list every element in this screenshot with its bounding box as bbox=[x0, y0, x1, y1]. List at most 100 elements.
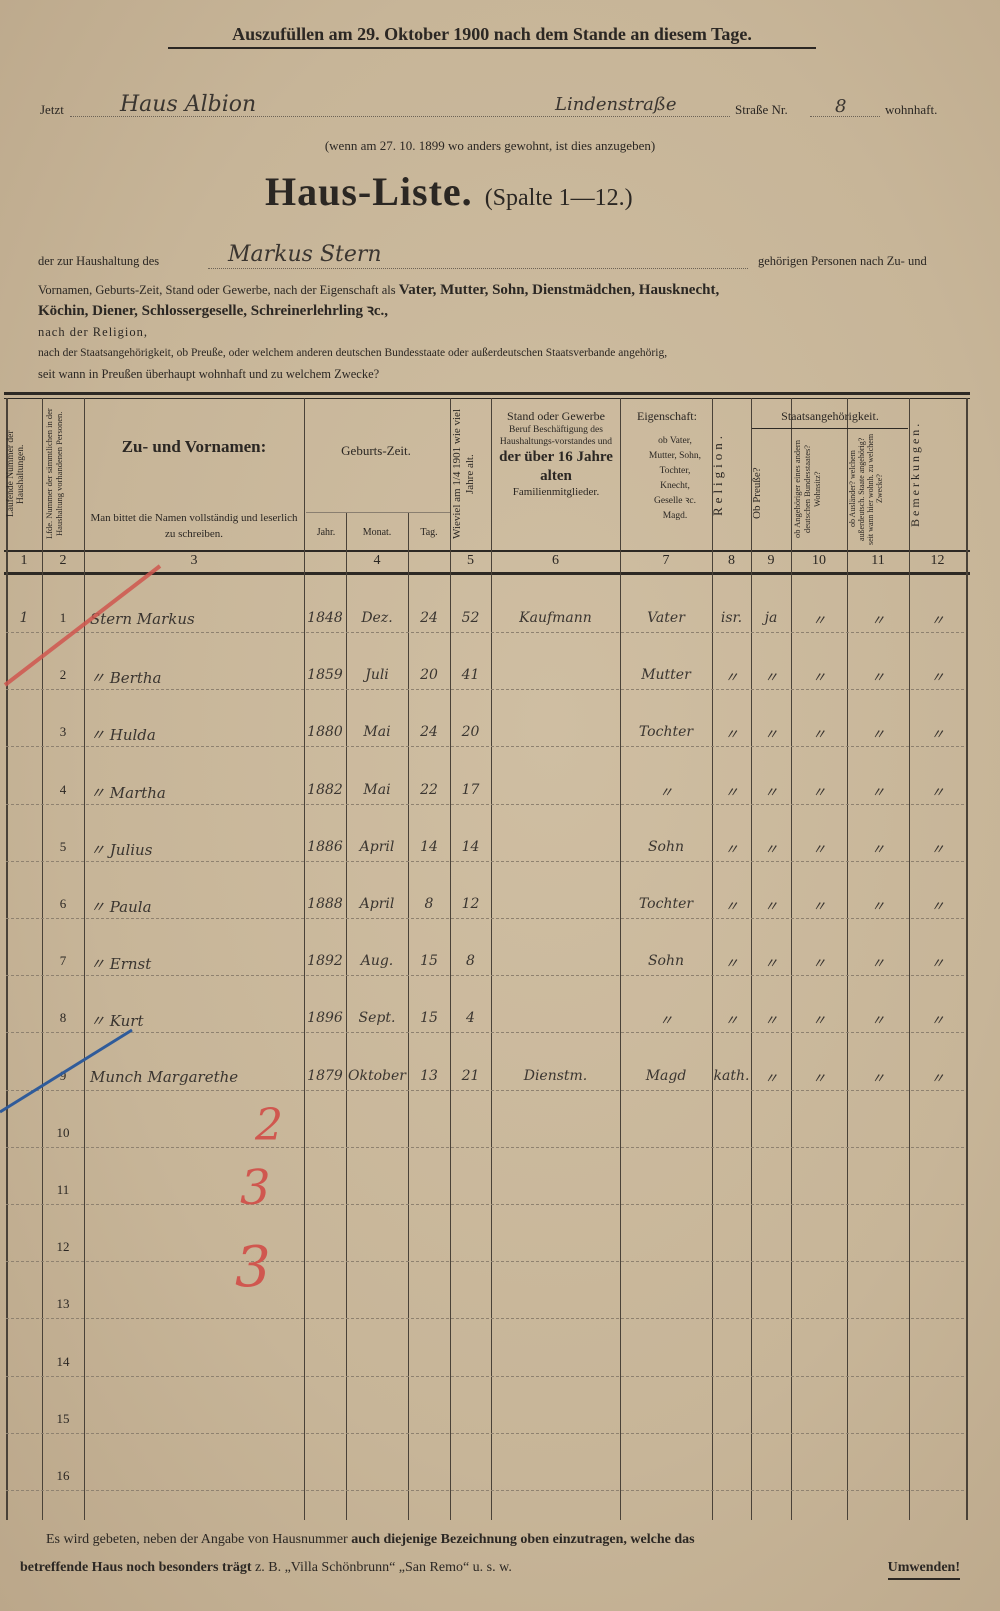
cell-no: 16 bbox=[56, 1468, 70, 1483]
cell-role: Magd bbox=[645, 1067, 687, 1084]
cell-c12: 〃 bbox=[930, 1013, 945, 1030]
birth-subrule bbox=[306, 512, 450, 513]
cell-prussian: 〃 bbox=[764, 670, 778, 687]
cell-c11: 〃 bbox=[871, 899, 885, 915]
cell-c12: 〃 bbox=[930, 670, 945, 687]
turn-over-note: Umwenden! bbox=[887, 1558, 960, 1580]
cell-religion: 〃 bbox=[724, 841, 739, 858]
cell-role: Sohn bbox=[647, 838, 685, 855]
address-suffix: wohnhaft. bbox=[885, 102, 938, 117]
col4-month: Monat. bbox=[362, 527, 392, 538]
row-rule bbox=[6, 632, 964, 633]
cell-prussian: 〃 bbox=[764, 899, 778, 915]
cell-name: 〃 Bertha bbox=[90, 669, 162, 688]
address-line: Jetzt Haus Albion Lindenstraße Straße Nr… bbox=[40, 92, 940, 126]
title-block: Haus-Liste. (Spalte 1—12.) bbox=[265, 168, 745, 215]
footer-line2: z. B. „Villa Schönbrunn“ „San Remo“ u. s… bbox=[255, 1560, 512, 1575]
cell-c10: 〃 bbox=[812, 841, 826, 858]
column-rule bbox=[847, 398, 848, 1520]
cell-year: 1859 bbox=[307, 667, 343, 684]
column-number: 2 bbox=[59, 553, 67, 568]
column-rule bbox=[304, 398, 305, 1520]
instr-line1: Vornamen, Geburts-Zeit, Stand oder Gewer… bbox=[38, 283, 396, 297]
column-rule bbox=[909, 398, 910, 1520]
col3-note: Man bittet die Namen vollständig und les… bbox=[90, 512, 298, 540]
cell-c10: 〃 bbox=[812, 1070, 826, 1087]
footer-line1: Es wird gebeten, neben der Angabe von Ha… bbox=[46, 1532, 348, 1547]
cell-name: 〃 Ernst bbox=[90, 955, 152, 974]
cell-c11: 〃 bbox=[871, 613, 885, 629]
cell-name: Stern Markus bbox=[90, 610, 195, 628]
cell-year: 1880 bbox=[307, 724, 343, 741]
row-rule bbox=[6, 1490, 964, 1491]
row-rule bbox=[6, 1318, 964, 1320]
column-rule bbox=[450, 398, 451, 1520]
cell-c10: 〃 bbox=[812, 727, 826, 744]
cell-day: 8 bbox=[424, 896, 434, 912]
cell-no: 10 bbox=[56, 1124, 70, 1140]
cell-age: 12 bbox=[461, 896, 480, 912]
column-rule bbox=[712, 398, 713, 1520]
street-label: Straße Nr. bbox=[735, 102, 788, 117]
column-rule bbox=[620, 398, 621, 1520]
cell-no: 8 bbox=[59, 1010, 67, 1026]
cell-year: 1848 bbox=[307, 610, 343, 626]
column-rule bbox=[751, 398, 752, 1520]
cell-prussian: 〃 bbox=[764, 1013, 778, 1030]
cell-c12: 〃 bbox=[930, 841, 945, 858]
cell-age: 21 bbox=[461, 1067, 480, 1084]
column-rule bbox=[966, 398, 968, 1520]
column-number: 6 bbox=[552, 553, 559, 568]
blue-pencil-strike bbox=[0, 1028, 133, 1114]
cell-prussian: 〃 bbox=[764, 727, 778, 744]
row-rule bbox=[6, 746, 964, 748]
col4-day: Tag. bbox=[420, 527, 438, 538]
cell-year: 1896 bbox=[307, 1010, 343, 1027]
cell-year: 1888 bbox=[307, 896, 343, 912]
row-rule bbox=[6, 1089, 964, 1091]
cell-month: Aug. bbox=[360, 953, 394, 970]
col6-header: Stand oder Gewerbe Beruf Beschäftigung d… bbox=[492, 408, 620, 498]
row-rule bbox=[6, 803, 964, 805]
cell-c11: 〃 bbox=[871, 1070, 885, 1087]
cell-prussian: 〃 bbox=[764, 784, 778, 801]
row-rule bbox=[6, 1375, 964, 1377]
cell-name: 〃 Hulda bbox=[90, 726, 156, 745]
household-suffix: gehörigen Personen nach Zu- und bbox=[758, 254, 927, 268]
col6-d: Familienmitglieder. bbox=[512, 486, 600, 498]
cell-no: 2 bbox=[59, 667, 67, 683]
cell-c11: 〃 bbox=[871, 956, 885, 973]
cell-c10: 〃 bbox=[812, 613, 826, 629]
column-number: 11 bbox=[871, 553, 885, 568]
cell-month: Sept. bbox=[358, 1010, 396, 1027]
instr-line2: Köchin, Diener, Schlossergeselle, Schrei… bbox=[38, 303, 388, 319]
cell-c11: 〃 bbox=[871, 1013, 885, 1030]
footer-line1-bold: auch diejenige Bezeichnung oben einzutra… bbox=[351, 1532, 695, 1547]
row-rule bbox=[6, 1261, 964, 1263]
cell-day: 24 bbox=[420, 610, 438, 626]
row-rule bbox=[6, 689, 964, 691]
row-rule bbox=[6, 975, 964, 977]
instructions: Vornamen, Geburts-Zeit, Stand oder Gewer… bbox=[38, 280, 938, 385]
cell-name: 〃 Paula bbox=[90, 898, 152, 916]
cell-day: 15 bbox=[420, 1010, 438, 1027]
column-number: 7 bbox=[662, 553, 670, 568]
instr-line3: nach der Religion, bbox=[38, 325, 148, 339]
cell-c10: 〃 bbox=[812, 1013, 826, 1030]
cell-c10: 〃 bbox=[812, 899, 826, 915]
cell-no: 1 bbox=[59, 610, 67, 625]
cell-c10: 〃 bbox=[812, 670, 826, 687]
cell-c10: 〃 bbox=[812, 784, 826, 801]
cell-no: 12 bbox=[56, 1239, 70, 1255]
cell-c12: 〃 bbox=[930, 613, 945, 629]
cell-name: Munch Margarethe bbox=[90, 1067, 239, 1086]
instr-line5: seit wann in Preußen überhaupt wohnhaft … bbox=[38, 367, 380, 381]
col7-note: ob Vater, Mutter, Sohn, Tochter, Knecht,… bbox=[648, 436, 702, 521]
cell-month: April bbox=[359, 896, 395, 912]
column-number: 3 bbox=[190, 553, 198, 568]
col6-b: Beruf Beschäftigung des Haushaltungs-vor… bbox=[499, 425, 613, 447]
cell-religion: kath. bbox=[713, 1067, 750, 1084]
cell-age: 8 bbox=[466, 953, 475, 970]
cell-occupation: Dienstm. bbox=[523, 1067, 588, 1084]
